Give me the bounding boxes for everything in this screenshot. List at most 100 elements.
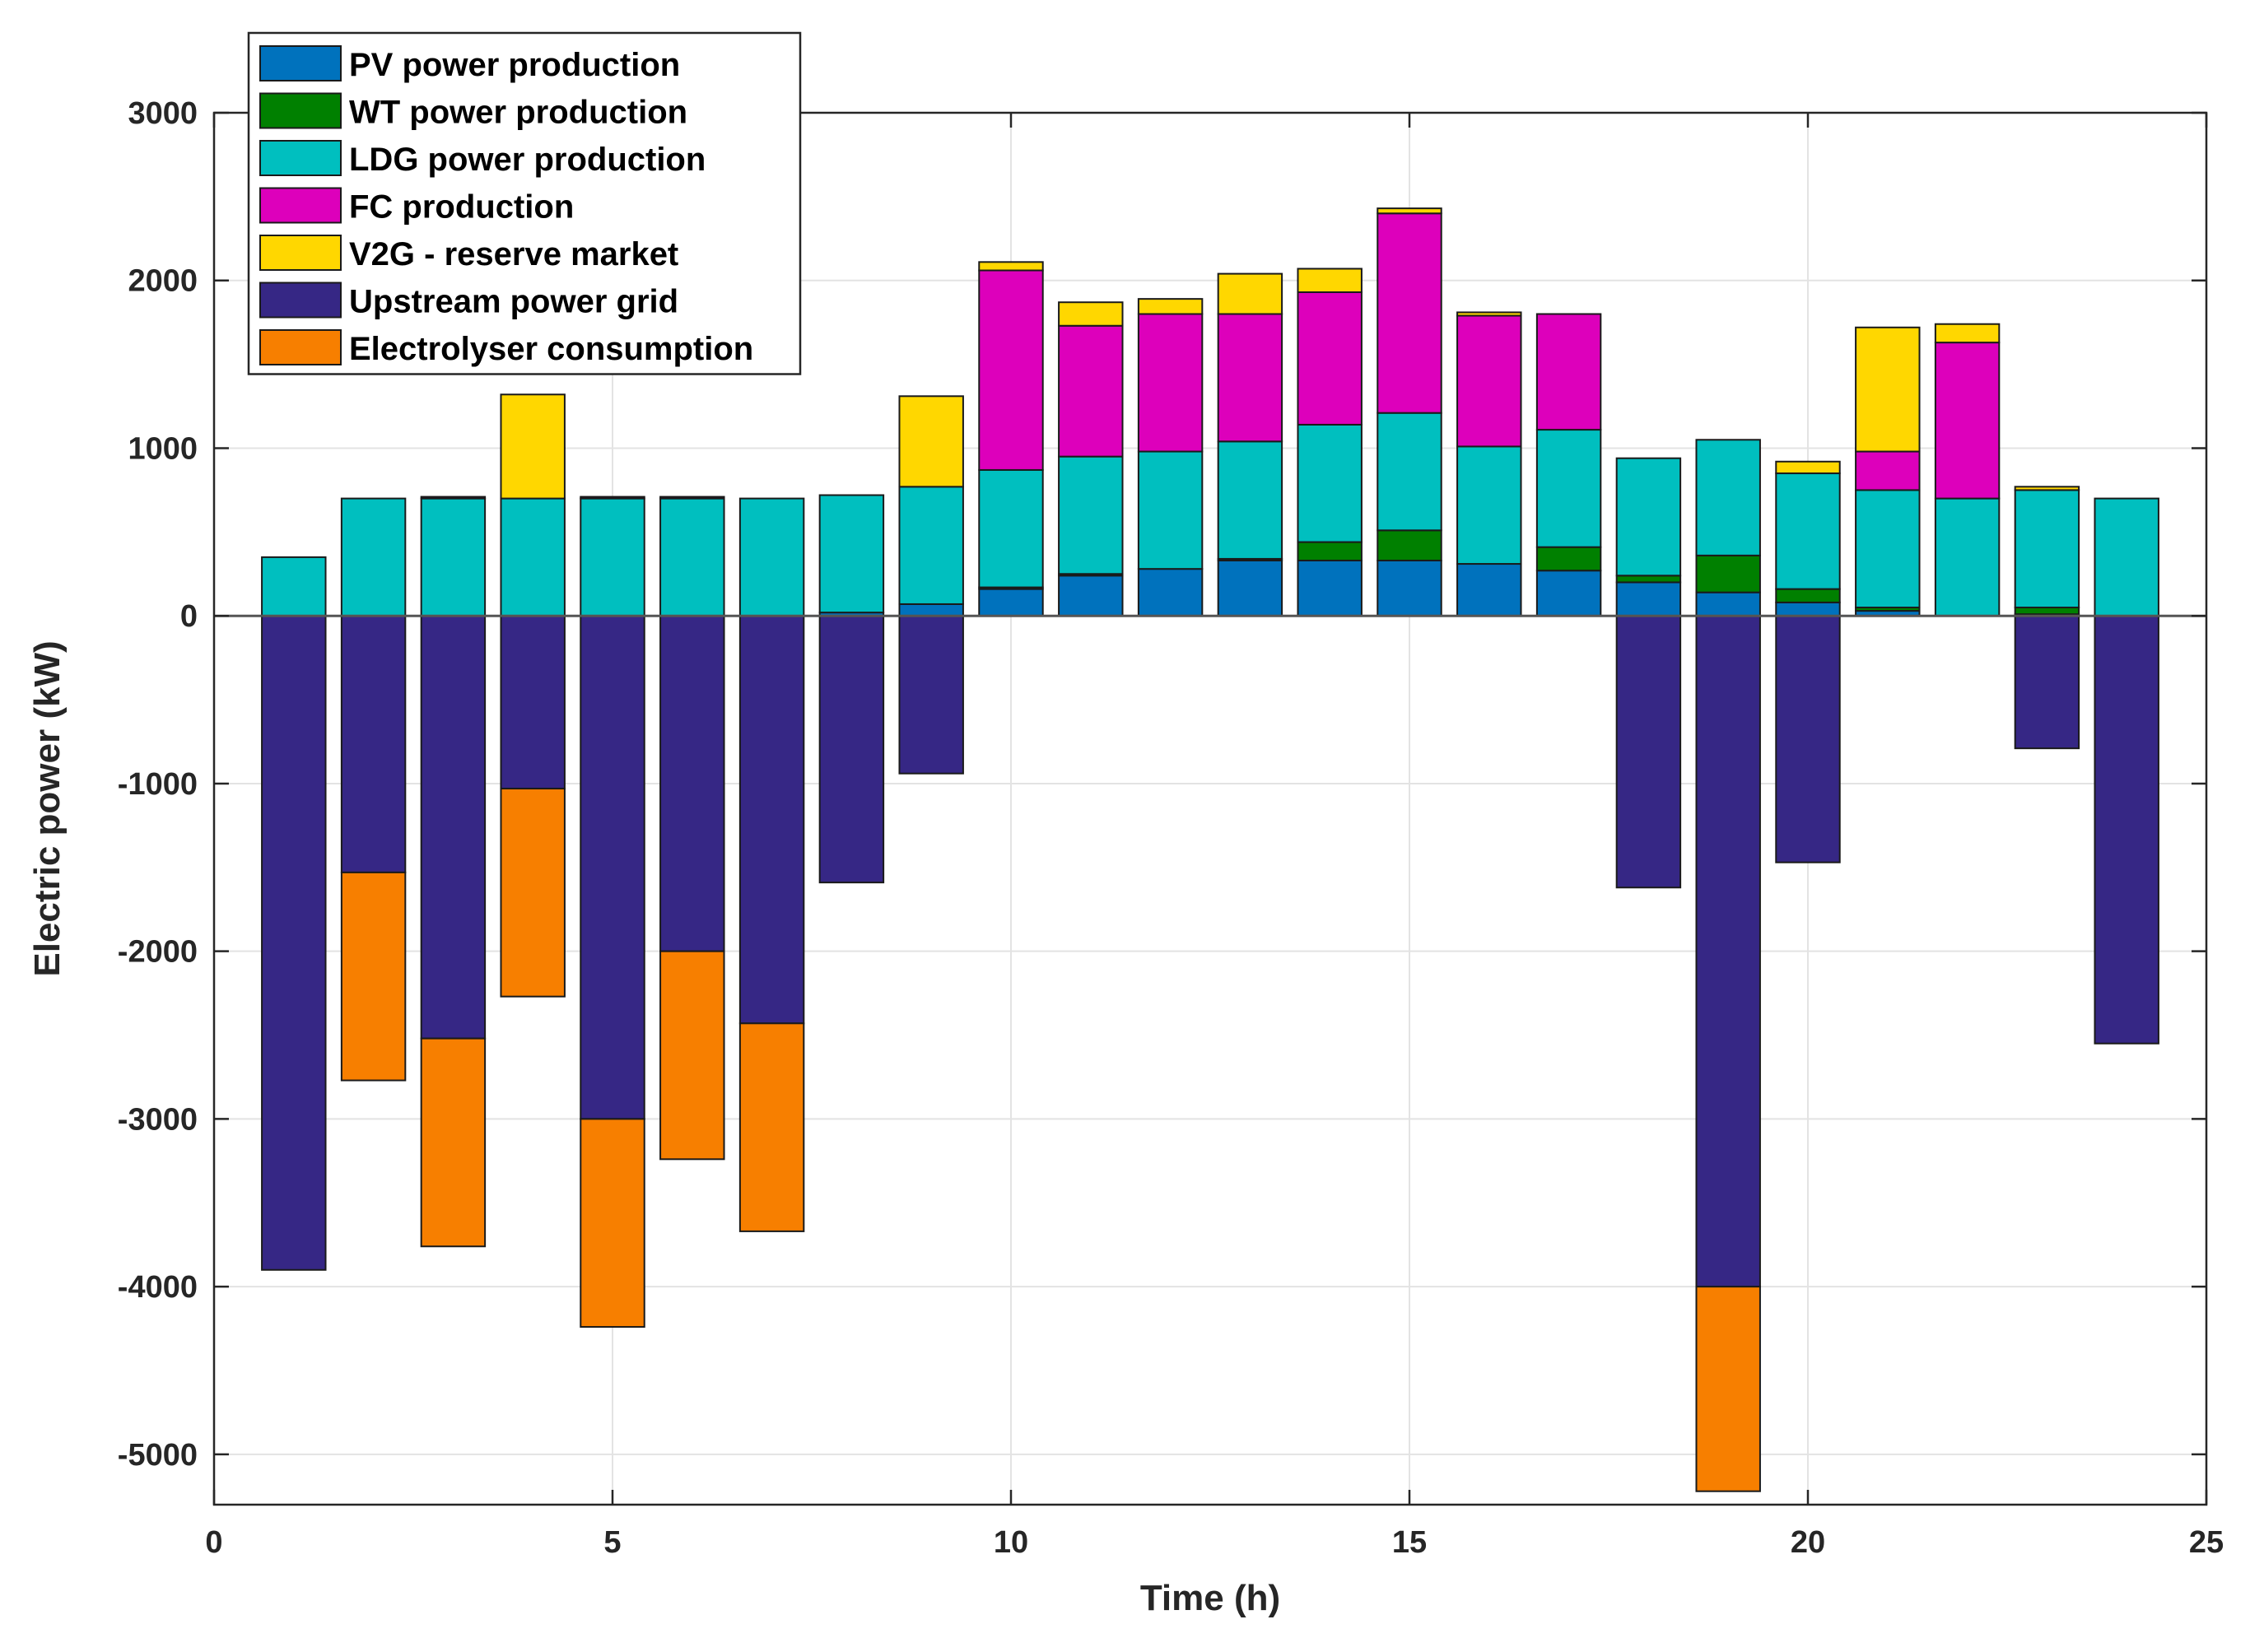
bar-segment bbox=[1217, 272, 1283, 315]
legend-swatch bbox=[259, 92, 342, 129]
bar-segment bbox=[1297, 559, 1363, 617]
bar-segment bbox=[340, 615, 407, 873]
bar-segment bbox=[1456, 311, 1522, 317]
bar-segment bbox=[1456, 445, 1522, 565]
bar-segment bbox=[580, 615, 645, 1120]
bar-segment bbox=[2094, 497, 2159, 617]
legend-swatch bbox=[259, 140, 342, 176]
bar-segment bbox=[340, 871, 407, 1082]
bar-segment bbox=[500, 615, 566, 790]
bar-segment bbox=[659, 497, 725, 617]
bar-segment bbox=[1855, 326, 1921, 453]
bars bbox=[261, 207, 2159, 1492]
bar-segment bbox=[1217, 559, 1283, 617]
y-tick-label: 1000 bbox=[128, 431, 198, 466]
bar-segment bbox=[580, 1118, 645, 1329]
bar-segment bbox=[978, 269, 1044, 471]
x-tick-label: 20 bbox=[1791, 1525, 1825, 1560]
bar-segment bbox=[1058, 455, 1124, 575]
axis-ticks bbox=[212, 111, 2208, 1505]
bar-segment bbox=[1615, 457, 1682, 577]
bar-segment bbox=[420, 615, 487, 1040]
y-tick-label: 2000 bbox=[128, 264, 198, 299]
y-tick-label: -3000 bbox=[118, 1102, 198, 1137]
y-tick-label: -1000 bbox=[118, 767, 198, 802]
bar-segment bbox=[1775, 601, 1841, 617]
bar-segment bbox=[580, 497, 645, 617]
bar-segment bbox=[1615, 575, 1682, 584]
bar-segment bbox=[898, 486, 964, 605]
bar-segment bbox=[420, 496, 487, 500]
legend-label: Electrolyser consumption bbox=[349, 331, 753, 367]
bar-segment bbox=[500, 497, 566, 617]
bar-segment bbox=[738, 615, 805, 1025]
bar-segment bbox=[659, 615, 725, 952]
bar-segment bbox=[1615, 581, 1682, 617]
x-tick-label: 15 bbox=[1392, 1525, 1427, 1560]
legend-label: FC production bbox=[349, 189, 574, 226]
bar-segment bbox=[2094, 615, 2159, 1045]
bar-segment bbox=[898, 615, 964, 775]
bar-segment bbox=[261, 556, 327, 617]
legend-swatch bbox=[259, 282, 342, 319]
legend-swatch bbox=[259, 235, 342, 271]
y-tick-label: -2000 bbox=[118, 935, 198, 970]
x-tick-label: 0 bbox=[205, 1525, 222, 1560]
y-tick-label: -5000 bbox=[118, 1438, 198, 1473]
x-tick-label: 10 bbox=[994, 1525, 1028, 1560]
bar-segment bbox=[1855, 489, 1921, 609]
bar-segment bbox=[1934, 497, 2001, 617]
bar-segment bbox=[1217, 440, 1283, 560]
bar-segment bbox=[898, 603, 964, 617]
bar-segment bbox=[1934, 323, 2001, 344]
y-tick-label: 3000 bbox=[128, 96, 198, 131]
legend-label: WT power production bbox=[349, 95, 687, 131]
bar-segment bbox=[1456, 563, 1522, 617]
bar-segment bbox=[1297, 541, 1363, 561]
bar-segment bbox=[1058, 575, 1124, 617]
bar-segment bbox=[1297, 423, 1363, 543]
bar-segment bbox=[2014, 489, 2080, 609]
x-tick-label: 25 bbox=[2189, 1525, 2224, 1560]
bar-segment bbox=[738, 1022, 805, 1232]
bar-segment bbox=[978, 468, 1044, 589]
bar-segment bbox=[1695, 615, 1761, 1288]
bar-segment bbox=[1695, 554, 1761, 593]
bar-segment bbox=[420, 1037, 487, 1248]
bar-segment bbox=[1297, 291, 1363, 426]
bar-segment bbox=[1775, 472, 1841, 590]
bar-segment bbox=[1695, 591, 1761, 617]
legend: PV power production WT power production LD… bbox=[247, 31, 802, 375]
legend-swatch bbox=[259, 187, 342, 224]
bar-segment bbox=[978, 588, 1044, 617]
bar-segment bbox=[500, 788, 566, 998]
y-tick-label: -4000 bbox=[118, 1270, 198, 1305]
bar-segment bbox=[261, 615, 327, 1271]
bar-segment bbox=[500, 393, 566, 500]
bar-segment bbox=[1535, 546, 1602, 572]
bar-segment bbox=[1775, 460, 1841, 475]
bar-segment bbox=[1535, 313, 1602, 431]
bar-segment bbox=[1137, 298, 1204, 315]
plot-frame bbox=[212, 111, 2208, 1506]
bar-segment bbox=[818, 494, 885, 614]
legend-label: PV power production bbox=[349, 47, 680, 83]
bar-segment bbox=[2014, 615, 2080, 750]
bar-segment bbox=[1058, 324, 1124, 458]
bar-segment bbox=[1535, 570, 1602, 617]
legend-label: Upstream power grid bbox=[349, 284, 678, 320]
bar-segment bbox=[1377, 207, 1442, 215]
tick-labels: 0 5 10 15 20 25 3000 2000 1000 0 -1000 -2000 -3000 -4… bbox=[118, 96, 2224, 1560]
bar-segment bbox=[1377, 559, 1442, 617]
bar-segment bbox=[659, 496, 725, 500]
bar-segment bbox=[978, 261, 1044, 272]
bar-segment bbox=[1377, 529, 1442, 561]
legend-label: LDG power production bbox=[349, 142, 706, 178]
bar-segment bbox=[818, 615, 885, 884]
x-tick-label: 5 bbox=[603, 1525, 621, 1560]
bar-segment bbox=[2014, 486, 2080, 491]
bar-segment bbox=[1377, 212, 1442, 414]
bar-segment bbox=[1695, 439, 1761, 556]
bar-segment bbox=[420, 497, 487, 617]
